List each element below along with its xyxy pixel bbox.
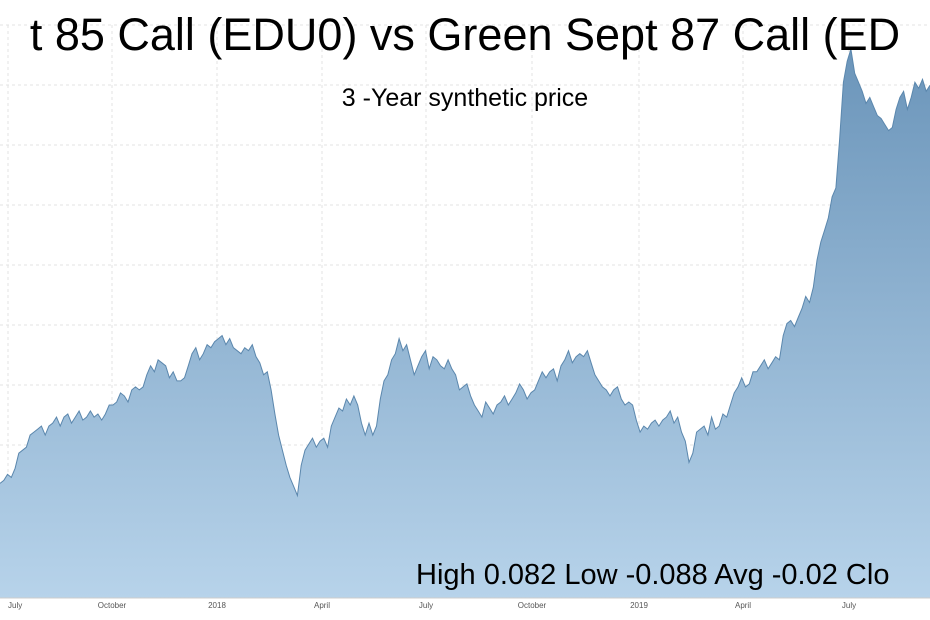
x-tick-label: October: [98, 601, 127, 610]
x-tick-label: April: [735, 601, 751, 610]
x-tick-label: 2018: [208, 601, 226, 610]
x-axis-ticks: July October 2018 April July October 2019 April…: [8, 601, 856, 610]
chart-title: t 85 Call (EDU0) vs Green Sept 87 Call (…: [29, 9, 901, 60]
x-tick-label: October: [518, 601, 547, 610]
chart-subtitle: 3 -Year synthetic price: [341, 84, 589, 112]
x-tick-label: 2019: [630, 601, 648, 610]
x-tick-label: July: [8, 601, 22, 610]
series-area: [0, 49, 930, 599]
x-tick-label: July: [419, 601, 433, 610]
series-line: [0, 48, 930, 498]
x-tick-label: April: [314, 601, 330, 610]
x-tick-label: July: [842, 601, 856, 610]
stats-summary: High 0.082 Low -0.088 Avg -0.02 Clo: [416, 559, 890, 591]
